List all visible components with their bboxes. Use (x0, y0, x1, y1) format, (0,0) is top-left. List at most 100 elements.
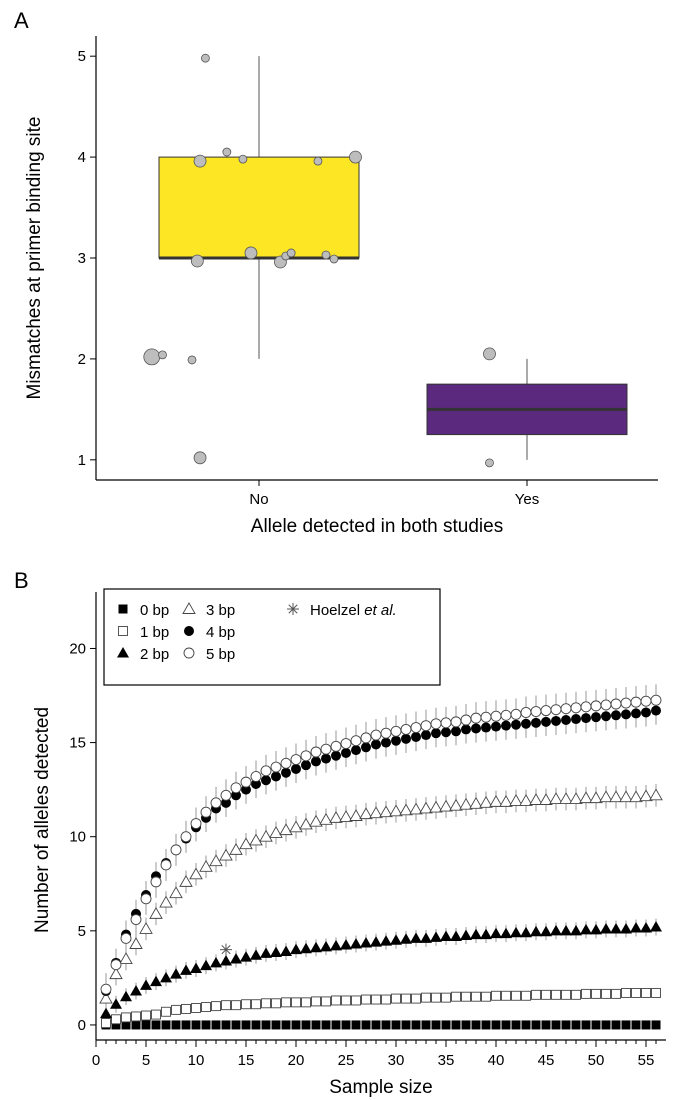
marker-square-filled (331, 1020, 341, 1030)
marker-triangle-open (229, 842, 243, 855)
marker-triangle-open (329, 810, 343, 823)
marker-circle-open (600, 699, 612, 711)
marker-circle-open (400, 723, 412, 735)
marker-triangle-open (559, 792, 573, 805)
marker-circle-open (630, 696, 642, 708)
marker-square-open (391, 993, 401, 1004)
marker-triangle-filled (160, 971, 172, 983)
asterisk-stroke (288, 604, 298, 614)
marker-triangle-filled (117, 647, 129, 658)
marker-square-filled (291, 1020, 301, 1030)
marker-triangle-filled (640, 922, 652, 933)
marker-circle-filled (391, 735, 401, 746)
marker-triangle-filled (240, 951, 252, 962)
marker-square-filled (251, 1020, 261, 1030)
marker-square-filled (221, 1020, 231, 1030)
marker-square-open (221, 1000, 231, 1011)
marker-triangle-open (459, 797, 473, 810)
legend: 0 bp 1 bp 2 bp 3 bp 4 bp 5 bp Hoelzel et al. (103, 588, 441, 686)
marker-triangle-open (389, 804, 403, 817)
marker-square-filled (591, 1020, 601, 1030)
marker-square-open (201, 1002, 211, 1013)
marker-circle-filled (221, 797, 231, 808)
x-ticks: No Yes (249, 480, 539, 508)
marker-circle-filled (261, 775, 271, 786)
marker-triangle-open (129, 937, 143, 949)
marker-triangle-open (529, 793, 543, 805)
marker-square-open (451, 991, 461, 1002)
marker-square-filled (441, 1020, 451, 1030)
marker-square-open (511, 990, 521, 1001)
legend-label: 2 bp (140, 646, 169, 663)
marker-square-filled (391, 1020, 401, 1030)
marker-square-open (521, 990, 531, 1001)
marker-square-open (401, 993, 411, 1004)
x-tick-label: 50 (588, 1052, 605, 1069)
marker-square-open (611, 988, 621, 999)
legend-label: Hoelzel et al. (310, 602, 397, 619)
legend-box (103, 588, 441, 686)
marker-circle-open (180, 831, 192, 843)
marker-circle-open (350, 735, 362, 747)
data-point (193, 451, 207, 465)
data-point (200, 53, 210, 63)
marker-triangle-open (239, 837, 253, 850)
marker-triangle-open (179, 874, 193, 887)
marker-triangle-open (469, 796, 483, 809)
marker-triangle-filled (120, 990, 132, 1002)
marker-circle-open (140, 893, 152, 905)
marker-circle-open (250, 771, 262, 782)
legend-label: 0 bp (140, 602, 169, 619)
marker-circle-open (610, 698, 622, 710)
marker-triangle-filled (170, 968, 182, 979)
y-axis-label: Number of alleles detected (32, 707, 53, 933)
marker-circle-open (470, 712, 482, 724)
marker-triangle-open (579, 791, 593, 804)
marker-square-filled (551, 1020, 561, 1030)
marker-triangle-filled (190, 962, 202, 973)
marker-square-filled (211, 1020, 221, 1030)
marker-circle-open (560, 703, 572, 715)
y-tick-label: 10 (69, 829, 86, 846)
marker-triangle-filled (230, 953, 242, 964)
marker-triangle-open (299, 817, 313, 830)
marker-triangle-open (319, 812, 333, 825)
marker-triangle-filled (210, 956, 222, 968)
marker-triangle-filled (630, 922, 642, 933)
marker-triangle-open (259, 829, 273, 842)
marker-triangle-open (359, 807, 373, 820)
legend-label: 4 bp (206, 624, 235, 641)
marker-square-filled (461, 1020, 471, 1030)
marker-triangle-filled (110, 998, 122, 1009)
marker-square-filled (351, 1020, 361, 1030)
marker-square-filled (511, 1020, 521, 1030)
marker-circle-filled (381, 737, 391, 748)
marker-square-open (291, 997, 301, 1008)
marker-triangle-open (509, 794, 523, 806)
marker-circle-filled (481, 722, 491, 733)
marker-asterisk (220, 943, 232, 956)
marker-triangle-open (139, 922, 153, 934)
marker-square-filled (121, 1020, 131, 1030)
y-ticks: 0 5 10 15 20 (69, 640, 96, 1034)
marker-circle-filled (371, 739, 381, 750)
marker-circle-filled (311, 756, 321, 767)
marker-square-filled (531, 1020, 541, 1030)
marker-circle-filled (431, 728, 441, 739)
marker-square-open (151, 1009, 161, 1020)
marker-square-open (118, 626, 128, 636)
marker-square-open (261, 998, 271, 1009)
panel-a: A 1 2 3 4 5 No Yes Mismatches at primer bindi… (14, 8, 658, 537)
marker-square-filled (651, 1020, 661, 1030)
marker-circle-open (200, 806, 212, 818)
marker-square-open (111, 1014, 121, 1025)
legend-label: 1 bp (140, 624, 169, 641)
marker-triangle-filled (610, 922, 622, 934)
data-point (222, 147, 232, 157)
marker-square-filled (381, 1020, 391, 1030)
marker-triangle-open (649, 788, 663, 801)
data-point (187, 355, 197, 365)
marker-square-open (411, 993, 421, 1004)
marker-circle-open (270, 761, 282, 773)
marker-square-open (491, 990, 501, 1001)
